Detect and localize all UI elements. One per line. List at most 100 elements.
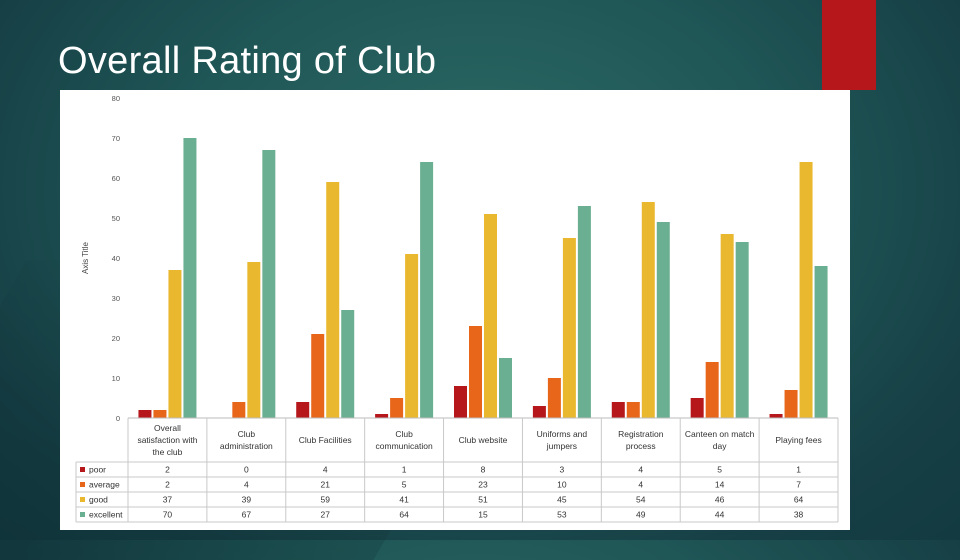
data-label: 4 <box>244 480 249 490</box>
data-label: 10 <box>557 480 567 490</box>
data-label: 4 <box>638 465 643 475</box>
data-label: 70 <box>163 510 173 520</box>
bar-excellent <box>341 310 355 418</box>
data-label: 1 <box>796 465 801 475</box>
data-label: 4 <box>323 465 328 475</box>
category-label: Club website <box>459 435 508 445</box>
y-tick-label: 20 <box>112 334 120 343</box>
bar-excellent <box>499 358 512 418</box>
bar-average <box>390 398 404 418</box>
data-label: 27 <box>320 510 330 520</box>
legend-key-poor <box>80 467 85 472</box>
category-label: Club <box>395 429 413 439</box>
bar-good <box>247 262 261 418</box>
bar-good <box>641 202 655 418</box>
legend-key-average <box>80 482 85 487</box>
data-label: 45 <box>557 495 567 505</box>
bar-excellent <box>735 242 749 418</box>
bar-excellent <box>420 162 434 418</box>
data-label: 54 <box>636 495 646 505</box>
bar-excellent <box>262 150 276 418</box>
y-tick-label: 0 <box>116 414 120 423</box>
legend-key-excellent <box>80 512 85 517</box>
bar-excellent <box>814 266 828 418</box>
legend-label: excellent <box>89 510 123 520</box>
legend-label: good <box>89 495 108 505</box>
bar-good <box>720 234 734 418</box>
bar-poor <box>296 402 310 418</box>
data-label: 4 <box>638 480 643 490</box>
data-label: 37 <box>163 495 173 505</box>
data-label: 3 <box>560 465 565 475</box>
data-label: 59 <box>320 495 330 505</box>
category-label: Canteen on match <box>685 429 755 439</box>
bar-good <box>168 270 182 418</box>
data-label: 14 <box>715 480 725 490</box>
data-label: 64 <box>399 510 409 520</box>
bar-average <box>311 334 325 418</box>
category-label: Club Facilities <box>299 435 352 445</box>
bar-average <box>784 390 798 418</box>
data-label: 2 <box>165 480 170 490</box>
data-label: 51 <box>478 495 488 505</box>
data-label: 8 <box>481 465 486 475</box>
data-label: 38 <box>794 510 804 520</box>
data-label: 44 <box>715 510 725 520</box>
data-label: 21 <box>320 480 330 490</box>
bar-average <box>547 378 561 418</box>
y-axis-title: Axis Title <box>81 241 90 274</box>
bar-excellent <box>183 138 197 418</box>
y-tick-label: 30 <box>112 294 120 303</box>
category-label: administration <box>220 441 273 451</box>
accent-block <box>822 0 876 90</box>
data-label: 23 <box>478 480 488 490</box>
data-label: 5 <box>402 480 407 490</box>
data-label: 41 <box>399 495 409 505</box>
data-label: 67 <box>242 510 252 520</box>
legend-label: poor <box>89 465 106 475</box>
bar-excellent <box>577 206 591 418</box>
y-tick-label: 80 <box>112 94 120 103</box>
category-label: satisfaction with <box>137 435 197 445</box>
bar-good <box>799 162 813 418</box>
category-label: jumpers <box>546 441 577 451</box>
y-tick-label: 50 <box>112 214 120 223</box>
data-label: 5 <box>717 465 722 475</box>
category-label: communication <box>376 441 433 451</box>
category-label: Playing fees <box>775 435 821 445</box>
data-label: 15 <box>478 510 488 520</box>
category-label: the club <box>153 447 183 457</box>
bar-good <box>405 254 419 418</box>
bar-average <box>153 410 167 418</box>
data-label: 7 <box>796 480 801 490</box>
y-tick-label: 70 <box>112 134 120 143</box>
category-label: Registration <box>618 429 664 439</box>
data-label: 39 <box>242 495 252 505</box>
y-tick-label: 10 <box>112 374 120 383</box>
data-label: 0 <box>244 465 249 475</box>
bar-poor <box>611 402 625 418</box>
data-label: 64 <box>794 495 804 505</box>
bar-average <box>232 402 246 418</box>
bar-good <box>562 238 576 418</box>
bar-good <box>484 214 497 418</box>
bar-poor <box>690 398 704 418</box>
data-label: 2 <box>165 465 170 475</box>
bar-good <box>326 182 340 418</box>
bar-poor <box>138 410 152 418</box>
bar-poor <box>532 406 546 418</box>
bar-average <box>705 362 719 418</box>
category-label: Overall <box>154 423 181 433</box>
data-label: 49 <box>636 510 646 520</box>
bar-average <box>626 402 640 418</box>
category-label: Club <box>238 429 256 439</box>
bar-poor <box>454 386 467 418</box>
category-label: Uniforms and <box>537 429 588 439</box>
legend-key-good <box>80 497 85 502</box>
data-label: 53 <box>557 510 567 520</box>
y-tick-label: 60 <box>112 174 120 183</box>
page-title: Overall Rating of Club <box>58 40 437 82</box>
bar-excellent <box>656 222 670 418</box>
data-label: 1 <box>402 465 407 475</box>
